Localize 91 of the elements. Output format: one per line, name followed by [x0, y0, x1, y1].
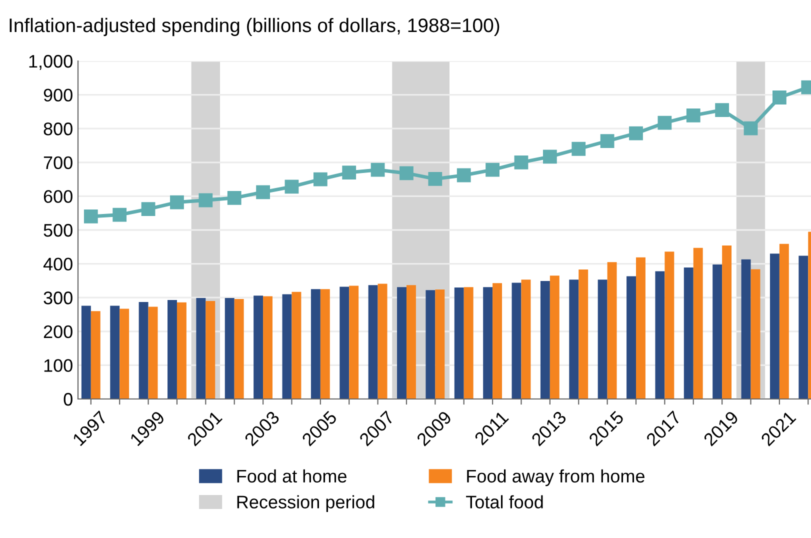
bar	[340, 286, 350, 399]
bar	[540, 281, 550, 399]
bar	[292, 292, 302, 399]
y-tick-label: 400	[43, 258, 72, 271]
bar	[368, 285, 378, 399]
y-tick-label: 700	[44, 156, 72, 170]
chart-title: Inflation-adjusted spending (billions of dollars, 1988=100)	[10, 18, 500, 36]
point	[629, 126, 643, 140]
bar	[664, 252, 674, 399]
bar	[263, 296, 273, 399]
y-tick-label: 300	[44, 292, 72, 304]
y-tick-label: 100	[44, 359, 72, 372]
y-tick-label: 200	[44, 325, 72, 338]
point	[227, 190, 242, 205]
point	[342, 166, 356, 180]
bar	[397, 287, 406, 399]
point	[112, 208, 127, 222]
bar	[176, 302, 186, 399]
legend-label: Food at home	[237, 469, 346, 483]
y-tick-label: 0	[64, 392, 72, 406]
point	[514, 155, 528, 170]
point	[84, 210, 98, 224]
point	[313, 172, 328, 186]
point	[744, 121, 758, 136]
bar	[779, 244, 789, 399]
legend-label: Recession period	[237, 495, 374, 512]
bar	[750, 269, 760, 399]
bar	[550, 276, 560, 399]
point	[428, 172, 442, 186]
bar	[712, 264, 722, 399]
bar	[254, 296, 264, 399]
bar	[464, 287, 474, 399]
bar	[655, 271, 665, 399]
y-tick-label: 900	[44, 88, 72, 102]
bar	[406, 285, 416, 399]
bar	[110, 306, 120, 399]
bar	[607, 262, 617, 399]
y-tick-label: 1,000	[29, 54, 72, 70]
point	[486, 162, 500, 177]
bar	[349, 286, 359, 399]
bar	[693, 248, 703, 399]
bar	[224, 298, 234, 399]
bar	[168, 300, 177, 399]
legend-label: Total food	[466, 495, 543, 508]
bar	[521, 280, 531, 399]
point	[141, 202, 156, 216]
point	[715, 103, 730, 117]
bar	[148, 306, 158, 399]
bar	[626, 276, 636, 399]
bar	[435, 289, 445, 399]
point	[600, 134, 614, 148]
bar	[741, 259, 751, 399]
bar	[90, 311, 100, 399]
bar	[636, 257, 646, 399]
y-tick-label: 500	[44, 224, 72, 237]
point	[686, 108, 700, 122]
bar	[684, 268, 694, 399]
bar	[196, 298, 206, 399]
bar	[426, 290, 436, 399]
bar	[722, 246, 732, 399]
bar	[492, 283, 502, 399]
bar	[598, 280, 608, 399]
bar	[206, 300, 216, 399]
bar	[378, 284, 388, 399]
bar	[320, 289, 330, 399]
bar	[578, 270, 588, 399]
bar	[770, 254, 780, 399]
point	[542, 150, 557, 164]
bar	[483, 287, 493, 399]
point	[284, 180, 299, 194]
bar	[310, 289, 320, 399]
bar	[454, 287, 464, 399]
bar	[120, 308, 130, 399]
point	[572, 142, 586, 156]
y-tick-label: 600	[44, 190, 72, 203]
point	[198, 193, 213, 208]
bar	[569, 280, 579, 399]
legend-label: Food away from home	[467, 469, 644, 486]
bar	[138, 302, 148, 399]
point	[400, 166, 414, 180]
bar	[81, 306, 91, 399]
point	[170, 195, 184, 210]
point	[370, 162, 385, 177]
bar	[234, 298, 244, 399]
point	[256, 185, 270, 200]
point	[772, 90, 786, 104]
y-tick-label: 800	[44, 122, 72, 136]
bar	[512, 282, 522, 399]
point	[658, 116, 672, 130]
point	[456, 168, 471, 182]
bar	[282, 294, 292, 399]
